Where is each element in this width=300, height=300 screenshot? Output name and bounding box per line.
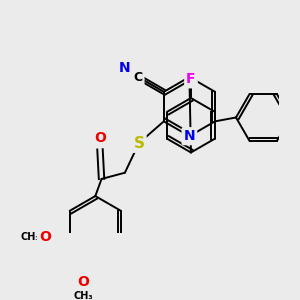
Text: CH₃: CH₃ bbox=[73, 291, 93, 300]
Text: O: O bbox=[94, 131, 106, 146]
Text: O: O bbox=[39, 230, 51, 244]
Text: S: S bbox=[134, 136, 144, 151]
Text: CH₃: CH₃ bbox=[20, 232, 40, 242]
Text: F: F bbox=[186, 72, 196, 86]
Text: O: O bbox=[77, 274, 89, 289]
Text: C: C bbox=[134, 71, 143, 84]
Text: N: N bbox=[119, 61, 131, 76]
Text: N: N bbox=[184, 129, 195, 143]
